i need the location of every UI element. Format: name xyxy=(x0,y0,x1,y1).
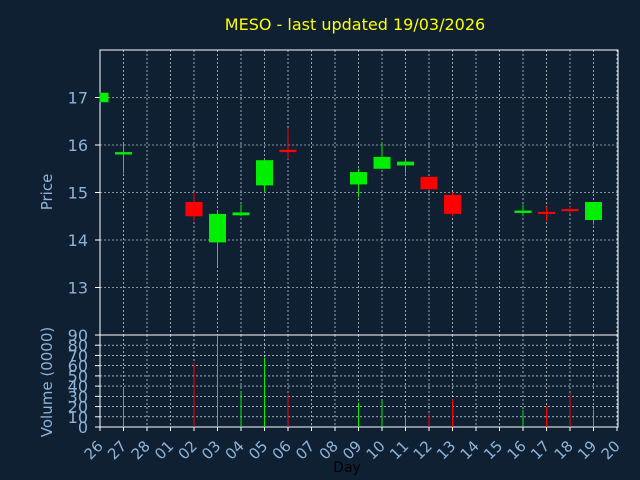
candle xyxy=(561,206,579,214)
volume-tick-label: 30 xyxy=(68,387,88,406)
volume-tick-label: 60 xyxy=(68,357,88,376)
volume-tick-label: 70 xyxy=(68,346,88,365)
volume-tick-label: 10 xyxy=(68,408,88,427)
candle-body xyxy=(397,161,414,166)
x-axis-label: Day xyxy=(333,460,361,476)
price-axis-label: Price xyxy=(38,174,56,211)
volume-tick-label: 50 xyxy=(68,367,88,386)
candle-body xyxy=(185,202,203,217)
candle xyxy=(115,142,132,174)
volume-axis-label: Volume (0000) xyxy=(38,327,56,437)
candle xyxy=(279,128,297,160)
candle xyxy=(585,202,602,225)
price-tick-label: 13 xyxy=(68,279,88,298)
candle xyxy=(420,176,438,191)
candle-body xyxy=(350,172,367,185)
volume-tick-label: 40 xyxy=(68,377,88,396)
candle-body xyxy=(514,210,532,213)
volume-tick-label: 80 xyxy=(68,336,88,355)
candle xyxy=(99,92,109,103)
candle xyxy=(209,211,226,267)
price-panel: 13 14 15 16 17 xyxy=(68,49,619,336)
candle xyxy=(185,192,203,221)
candle-body xyxy=(585,202,602,221)
candle xyxy=(538,206,555,221)
candle-body xyxy=(373,156,391,169)
candle-body xyxy=(256,160,273,186)
volume-tick-label: 90 xyxy=(68,326,88,345)
price-tick-label: 15 xyxy=(68,184,88,203)
candle-body xyxy=(420,176,438,190)
price-tick-label: 16 xyxy=(68,136,88,155)
chart-title: MESO - last updated 19/03/2026 xyxy=(225,15,485,34)
price-tick-label: 14 xyxy=(68,231,88,250)
candle-body xyxy=(561,209,579,212)
candle-body xyxy=(279,149,297,153)
candle-body xyxy=(538,211,555,214)
candle-body xyxy=(232,212,250,216)
candle-body xyxy=(115,152,132,155)
candle-body xyxy=(209,213,226,243)
price-tick-label: 17 xyxy=(68,89,88,108)
candle xyxy=(373,142,391,169)
candle xyxy=(444,192,461,217)
candle xyxy=(350,168,367,198)
candle xyxy=(514,204,532,217)
candle-body xyxy=(444,194,461,214)
candle xyxy=(256,159,273,193)
volume-tick-label: 0 xyxy=(78,418,88,437)
candle xyxy=(232,204,250,217)
candle xyxy=(397,159,414,174)
candle-body xyxy=(100,92,109,103)
volume-tick-label: 20 xyxy=(68,398,88,417)
